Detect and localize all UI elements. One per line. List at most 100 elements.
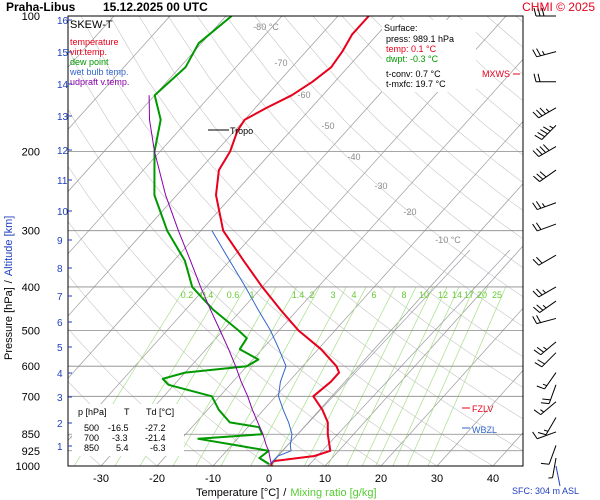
moist-adiabat (307, 249, 511, 466)
dry-adiabat (515, 16, 523, 23)
mixing-ratio-line (346, 286, 434, 466)
ticks-layer: 0.2 0.4 0.6 1 1.4 2 3 4 6 8 10 12 14 17 20 251002003004… (16, 11, 502, 485)
surface-press: press: 989.1 hPa (386, 34, 454, 44)
wind-barb (548, 457, 557, 479)
legend-temperature: temperature (70, 37, 119, 47)
mixing-ratio-line (250, 286, 347, 466)
station-title: Praha-Libus (6, 0, 76, 14)
mixing-ratio-line (327, 286, 417, 466)
legend-wet-bulb: wet bulb temp. (69, 67, 129, 77)
isotherm-line (268, 183, 523, 466)
wind-barb (533, 73, 556, 83)
wind-barb (532, 107, 557, 119)
altitude-tick-label: 1 (57, 442, 63, 453)
wbzl-label: WBZL (472, 425, 497, 435)
dry-adiabat (68, 220, 326, 466)
isotherm-line (68, 16, 339, 317)
pressure-tick-label: 850 (22, 429, 40, 441)
sfc-label: SFC: 304 m ASL (512, 486, 579, 496)
isotherm-line (68, 16, 395, 379)
table-cell: -6.3 (150, 443, 166, 453)
surface-temp: temp: 0.1 °C (386, 44, 437, 54)
pressure-tick-label: 700 (22, 391, 40, 403)
table-cell: 500 (84, 423, 99, 433)
series-line-dew-point (153, 16, 270, 465)
legend-updraft: udpraft v.temp. (70, 77, 129, 87)
xlabel-mixing: Mixing ratio [g/kg] (290, 487, 376, 499)
mixing-ratio-label: 2 (309, 290, 314, 300)
surface-dwpt: dwpt: -0.3 °C (386, 54, 439, 64)
pressure-tick-label: 600 (22, 361, 40, 373)
dry-adiabat (312, 16, 523, 211)
isotherm-label: -60 (297, 90, 310, 100)
mixing-ratio-label: 0.4 (201, 290, 214, 300)
mixing-ratio-label: 17 (464, 290, 474, 300)
table-cell: -3.3 (112, 433, 128, 443)
isotherm-label: -80 °C (253, 22, 279, 32)
altitude-tick-label: 8 (57, 264, 63, 275)
mixing-ratio-label: 25 (492, 290, 502, 300)
wind-barb (533, 7, 556, 17)
mixing-ratio-label: 1 (249, 290, 254, 300)
altitude-tick-label: 3 (57, 393, 63, 404)
mixing-ratio-line (392, 286, 475, 466)
mxws-label: MXWS (482, 69, 510, 79)
dry-adiabat (283, 16, 523, 240)
isotherm-label: -50 (321, 121, 334, 131)
wind-barb (536, 372, 557, 390)
altitude-tick-label: 7 (57, 292, 63, 303)
moist-adiabat (267, 249, 471, 466)
dry-adiabat (486, 16, 523, 48)
table-cell: 850 (84, 443, 99, 453)
y-axis-label: Pressure [hPa] / Altitude [km] (3, 216, 15, 360)
wind-barb (532, 48, 557, 58)
wind-barb (532, 315, 557, 325)
table-header-t: T (124, 407, 130, 417)
isotherm-line (212, 121, 523, 466)
dry-adiabat (167, 16, 523, 358)
wind-barb (532, 431, 557, 440)
surface-tmxfc: t-mxfc: 19.7 °C (386, 79, 446, 89)
isotherm-line (549, 16, 600, 466)
altitude-tick-label: 2 (57, 419, 63, 430)
isotherm-line (156, 58, 523, 466)
mixing-ratio-line (427, 286, 507, 466)
altitude-tick-label: 9 (57, 236, 63, 247)
surface-title: Surface: (384, 23, 418, 33)
mixing-ratio-line (272, 286, 367, 466)
table-cell: -16.5 (108, 423, 129, 433)
mixing-ratio-label: 3 (330, 290, 335, 300)
wind-barb (534, 352, 557, 368)
altitude-tick-label: 15 (57, 48, 69, 59)
altitude-tick-label: 14 (57, 80, 69, 91)
legend-dew-point: dew point (70, 57, 109, 67)
surface-wind-barb (555, 465, 561, 487)
altitude-tick-label: 10 (57, 207, 69, 218)
pressure-tick-label: 925 (22, 446, 40, 458)
wind-barb (540, 445, 557, 465)
pressure-tick-label: 200 (22, 146, 40, 158)
mixing-ratio-label: 6 (371, 290, 376, 300)
pressure-tick-label: 300 (22, 226, 40, 238)
table-cell: -21.4 (145, 433, 166, 443)
mixing-ratio-line (172, 286, 277, 466)
altitude-tick-label: 12 (57, 146, 69, 157)
isotherm-label: -20 (403, 207, 416, 217)
temperature-tick-label: 10 (319, 473, 331, 485)
ylabel-altitude: Altitude [km] (3, 216, 15, 277)
wind-barb (533, 341, 557, 356)
dry-adiabat (68, 274, 270, 466)
dry-adiabat (109, 16, 523, 420)
altitude-tick-label: 11 (57, 176, 68, 187)
isotherm-line (0, 16, 2, 466)
mixing-ratio-label: 0.6 (227, 290, 240, 300)
legend-title: SKEW-T (70, 19, 113, 31)
wind-barb (532, 144, 557, 157)
pressure-tick-label: 500 (22, 326, 40, 338)
isotherm-line (436, 369, 523, 466)
xlabel-temp: Temperature [°C] (196, 487, 279, 499)
altitude-tick-label: 13 (57, 112, 69, 123)
altitude-tick-label: 16 (57, 16, 69, 27)
fzlv-label: FZLV (472, 404, 493, 414)
